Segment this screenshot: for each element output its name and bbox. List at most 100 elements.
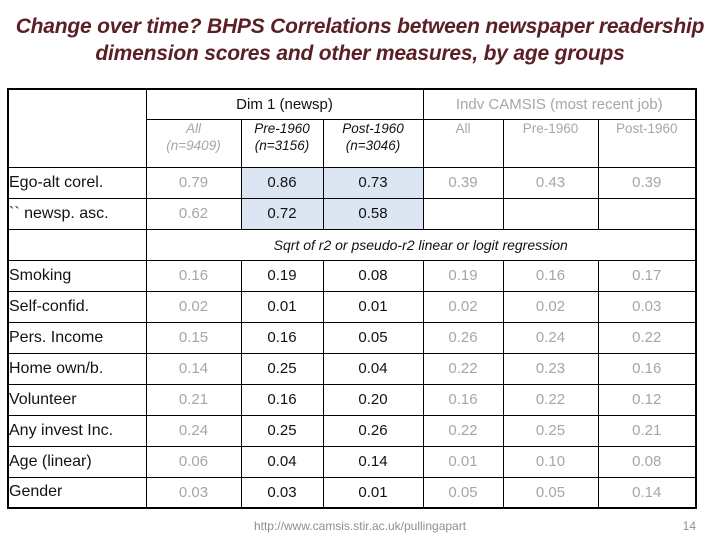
value-cell: 0.22 <box>422 414 504 447</box>
value-cell: 0.79 <box>145 166 242 199</box>
value-cell: 0.16 <box>145 259 242 292</box>
row-label: Pers. Income <box>7 321 147 354</box>
table-row: Smoking 0.16 0.19 0.08 0.19 0.16 0.17 <box>7 259 697 292</box>
value-cell: 0.05 <box>502 476 599 509</box>
value-cell: 0.04 <box>322 352 424 385</box>
row-label: Ego-alt corel. <box>7 166 147 199</box>
value-cell: 0.10 <box>502 445 599 478</box>
table-row: Volunteer 0.21 0.16 0.20 0.16 0.22 0.12 <box>7 383 697 416</box>
value-cell: 0.24 <box>145 414 242 447</box>
value-cell: 0.06 <box>145 445 242 478</box>
row-label: Home own/b. <box>7 352 147 385</box>
value-cell: 0.01 <box>322 290 424 323</box>
row-label: Self-confid. <box>7 290 147 323</box>
value-cell: 0.26 <box>422 321 504 354</box>
value-cell: 0.04 <box>240 445 324 478</box>
value-cell: 0.21 <box>145 383 242 416</box>
value-cell: 0.03 <box>145 476 242 509</box>
row-label: Smoking <box>7 259 147 292</box>
value-cell: 0.86 <box>240 166 324 199</box>
value-cell: 0.22 <box>422 352 504 385</box>
row-label: Age (linear) <box>7 445 147 478</box>
value-cell: 0.25 <box>502 414 599 447</box>
divider-row: Sqrt of r2 or pseudo-r2 linear or logit … <box>7 228 697 261</box>
col-header: Post-1960 <box>597 118 697 168</box>
group-header-row: Dim 1 (newsp) Indv CAMSIS (most recent j… <box>7 88 697 168</box>
slide-title-line2: dimension scores and other measures, by … <box>95 42 625 65</box>
value-cell: 0.22 <box>597 321 697 354</box>
col-header: All <box>422 118 504 168</box>
value-cell: 0.08 <box>322 259 424 292</box>
value-cell: 0.21 <box>597 414 697 447</box>
value-cell: 0.23 <box>502 352 599 385</box>
corner-cell <box>7 88 147 168</box>
value-cell: 0.12 <box>597 383 697 416</box>
row-label: Any invest Inc. <box>7 414 147 447</box>
value-cell: 0.39 <box>422 166 504 199</box>
value-cell: 0.14 <box>322 445 424 478</box>
row-label: Volunteer <box>7 383 147 416</box>
value-cell: 0.16 <box>422 383 504 416</box>
table-row: Ego-alt corel. 0.79 0.86 0.73 0.39 0.43 0.39 <box>7 166 697 199</box>
value-cell: 0.43 <box>502 166 599 199</box>
value-cell: 0.62 <box>145 197 242 230</box>
value-cell: 0.19 <box>240 259 324 292</box>
col-header: All (n=9409) <box>145 118 242 168</box>
value-cell: 0.58 <box>322 197 424 230</box>
value-cell <box>502 197 599 230</box>
value-cell: 0.01 <box>422 445 504 478</box>
value-cell: 0.02 <box>145 290 242 323</box>
value-cell: 0.05 <box>322 321 424 354</box>
value-cell: 0.01 <box>240 290 324 323</box>
table-row: Self-confid. 0.02 0.01 0.01 0.02 0.02 0.03 <box>7 290 697 323</box>
value-cell: 0.14 <box>145 352 242 385</box>
table-row: Age (linear) 0.06 0.04 0.14 0.01 0.10 0.08 <box>7 445 697 478</box>
value-cell: 0.15 <box>145 321 242 354</box>
value-cell: 0.03 <box>597 290 697 323</box>
table-row: Home own/b. 0.14 0.25 0.04 0.22 0.23 0.16 <box>7 352 697 385</box>
value-cell: 0.73 <box>322 166 424 199</box>
group-header-camsis: Indv CAMSIS (most recent job) <box>422 88 697 120</box>
value-cell: 0.19 <box>422 259 504 292</box>
value-cell: 0.25 <box>240 414 324 447</box>
value-cell: 0.08 <box>597 445 697 478</box>
value-cell: 0.16 <box>597 352 697 385</box>
row-label: `` newsp. asc. <box>7 197 147 230</box>
value-cell: 0.03 <box>240 476 324 509</box>
value-cell: 0.05 <box>422 476 504 509</box>
correlation-table: Dim 1 (newsp) Indv CAMSIS (most recent j… <box>7 88 698 509</box>
col-header: Pre-1960 (n=3156) <box>240 118 324 168</box>
row-label: Gender <box>7 476 147 509</box>
table-row: Pers. Income 0.15 0.16 0.05 0.26 0.24 0.22 <box>7 321 697 354</box>
col-header: Post-1960 (n=3046) <box>322 118 424 168</box>
value-cell: 0.16 <box>502 259 599 292</box>
value-cell: 0.17 <box>597 259 697 292</box>
value-cell: 0.01 <box>322 476 424 509</box>
value-cell: 0.20 <box>322 383 424 416</box>
value-cell: 0.26 <box>322 414 424 447</box>
value-cell: 0.02 <box>502 290 599 323</box>
footer-url: http://www.camsis.stir.ac.uk/pullingapar… <box>253 519 467 533</box>
group-header-dim1: Dim 1 (newsp) <box>145 88 424 120</box>
value-cell: 0.02 <box>422 290 504 323</box>
value-cell: 0.72 <box>240 197 324 230</box>
table-row: Gender 0.03 0.03 0.01 0.05 0.05 0.14 <box>7 476 697 509</box>
value-cell <box>597 197 697 230</box>
divider-empty-cell <box>7 228 147 261</box>
value-cell: 0.16 <box>240 321 324 354</box>
value-cell: 0.16 <box>240 383 324 416</box>
divider-label: Sqrt of r2 or pseudo-r2 linear or logit … <box>145 228 697 261</box>
slide-title: Change over time? BHPS Correlations betw… <box>0 13 720 67</box>
slide-footer: http://www.camsis.stir.ac.uk/pullingapar… <box>0 519 720 535</box>
value-cell: 0.22 <box>502 383 599 416</box>
value-cell: 0.24 <box>502 321 599 354</box>
page-number: 14 <box>682 519 696 533</box>
table-row: `` newsp. asc. 0.62 0.72 0.58 <box>7 197 697 230</box>
value-cell: 0.39 <box>597 166 697 199</box>
value-cell: 0.14 <box>597 476 697 509</box>
column-header-row: All (n=9409) Pre-1960 (n=3156) Post-1960 (n=3… <box>8 118 697 168</box>
value-cell: 0.25 <box>240 352 324 385</box>
table-row: Any invest Inc. 0.24 0.25 0.26 0.22 0.25 0.21 <box>7 414 697 447</box>
value-cell <box>422 197 504 230</box>
